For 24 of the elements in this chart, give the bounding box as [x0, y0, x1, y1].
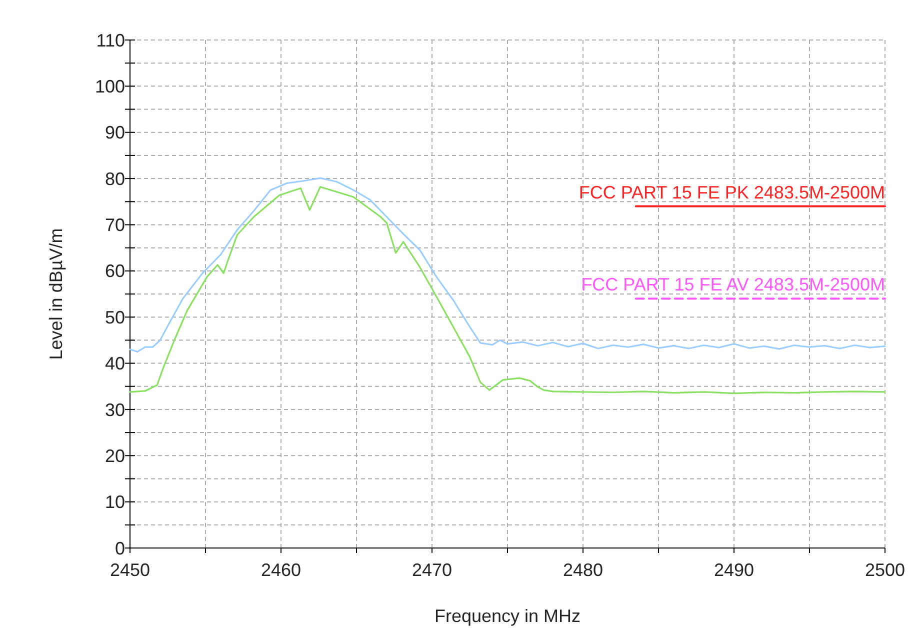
line-series [129, 177, 886, 353]
x-axis-title: Frequency in MHz [434, 606, 581, 626]
y-tick-label: 50 [104, 307, 125, 328]
y-tick-label: 40 [104, 354, 125, 374]
y-tick-label: 110 [96, 30, 125, 50]
y-axis-title: Level in dBµV/m [46, 228, 66, 360]
y-tick-label: 80 [104, 168, 125, 189]
x-tick-label: 2460 [260, 560, 302, 580]
x-tick-label: 2470 [412, 560, 452, 580]
x-tick-label: 2490 [714, 560, 754, 580]
y-tick-label: 60 [104, 261, 125, 282]
y-tick-label: 30 [104, 400, 125, 420]
line-series [129, 186, 886, 394]
x-tick-label: 2500 [864, 560, 906, 580]
x-tick-label: 2480 [562, 560, 604, 580]
y-tick-label: 0 [114, 538, 125, 558]
series-label: FCC PART 15 FE AV 2483.5M-2500M [581, 274, 885, 295]
y-tick-label: 10 [104, 492, 125, 512]
y-tick-label: 20 [104, 446, 125, 466]
y-tick-label: 100 [94, 76, 125, 96]
y-tick-label: 90 [104, 122, 125, 143]
y-tick-label: 70 [104, 215, 125, 236]
x-tick-label: 2450 [110, 560, 150, 580]
series-label: FCC PART 15 FE PK 2483.5M-2500M [578, 182, 885, 202]
